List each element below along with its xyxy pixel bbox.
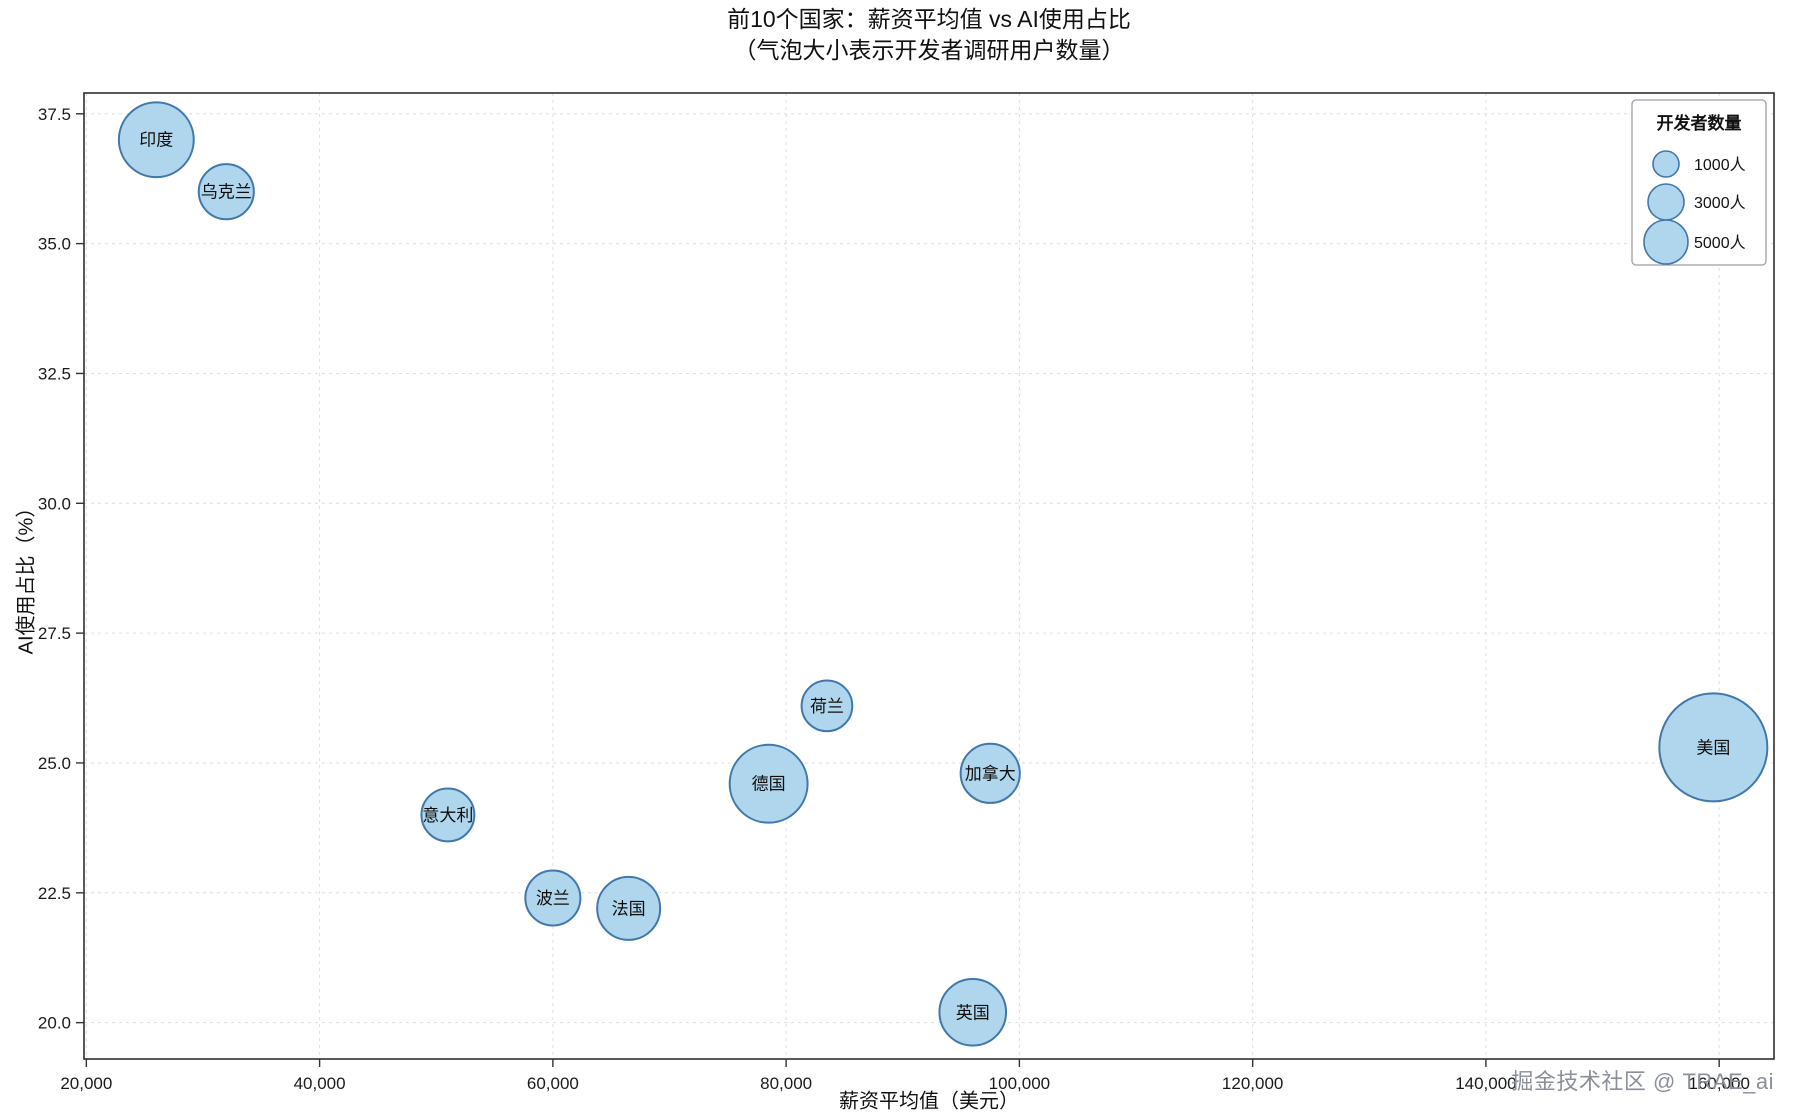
plot-border (83, 92, 1775, 1060)
y-tick-label: 20.0 (38, 1014, 71, 1033)
bubble-加拿大 (959, 742, 1021, 804)
legend-item-label: 3000人 (1694, 194, 1746, 212)
bubble-label: 荷兰 (810, 697, 844, 716)
y-axis-label: AI使用占比（%） (15, 497, 38, 655)
y-tick-label: 32.5 (38, 364, 71, 383)
x-tick-label: 60,000 (527, 1074, 579, 1093)
bubble-意大利 (420, 787, 476, 843)
x-tick-label: 80,000 (760, 1074, 812, 1093)
y-tick-label: 37.5 (38, 105, 71, 124)
x-tick-label: 120,000 (1222, 1074, 1283, 1093)
legend-item-label: 1000人 (1694, 156, 1746, 174)
bubble-label: 意大利 (422, 806, 473, 825)
legend-bubble-5000人 (1643, 219, 1689, 265)
bubble-label: 印度 (139, 131, 173, 150)
legend-title: 开发者数量 (1657, 113, 1742, 133)
bubble-label: 加拿大 (965, 763, 1016, 783)
legend-item-label: 5000人 (1694, 234, 1746, 252)
bubble-label: 英国 (956, 1003, 990, 1022)
bubble-波兰 (524, 869, 582, 927)
y-tick-label: 22.5 (38, 884, 71, 903)
bubble-label: 德国 (752, 775, 786, 794)
bubble-德国 (728, 743, 809, 824)
legend-bubble-3000人 (1647, 183, 1685, 221)
x-axis-label: 薪资平均值（美元） (839, 1090, 1019, 1113)
bubble-荷兰 (800, 679, 854, 733)
bubble-英国 (938, 977, 1008, 1047)
bubble-印度 (117, 101, 195, 179)
watermark: 掘金技术社区 @ TRAE_ai (1511, 1069, 1774, 1094)
x-tick-label: 160,000 (1688, 1074, 1749, 1093)
chart-title-line1: 前10个国家：薪资平均值 vs AI使用占比 (727, 6, 1131, 32)
bubble-乌克兰 (197, 163, 255, 221)
bubble-label: 乌克兰 (201, 183, 252, 202)
x-tick-label: 100,000 (989, 1074, 1050, 1093)
x-tick-label: 140,000 (1455, 1074, 1516, 1093)
x-tick-label: 20,000 (60, 1074, 112, 1093)
y-tick-label: 35.0 (38, 235, 71, 254)
chart-title: 前10个国家：薪资平均值 vs AI使用占比 （气泡大小表示开发者调研用户数量） (84, 4, 1774, 66)
y-tick-label: 27.5 (38, 624, 71, 643)
x-tick-label: 40,000 (294, 1074, 346, 1093)
bubble-label: 美国 (1696, 738, 1730, 757)
y-tick-label: 30.0 (38, 494, 71, 513)
bubble-label: 法国 (612, 899, 646, 918)
legend-bubble-1000人 (1652, 150, 1680, 178)
bubble-美国 (1658, 692, 1769, 803)
bubble-法国 (596, 875, 662, 941)
y-tick-label: 25.0 (38, 754, 71, 773)
chart-title-line2: （气泡大小表示开发者调研用户数量） (733, 37, 1125, 63)
bubble-label: 波兰 (536, 889, 570, 908)
